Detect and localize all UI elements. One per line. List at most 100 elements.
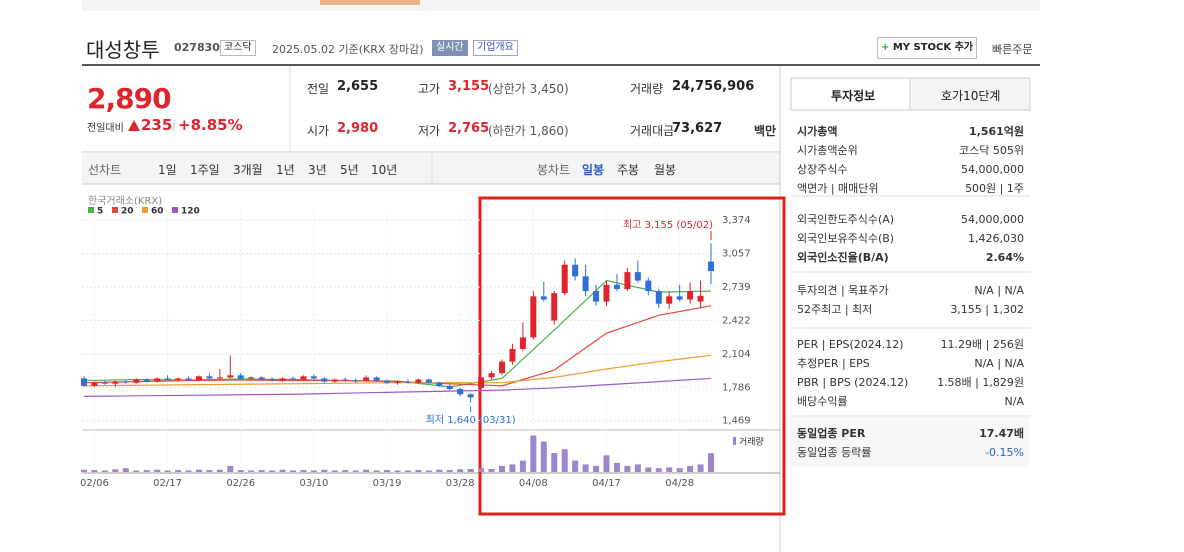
market-badge: 코스닥 [220, 40, 256, 56]
candle-body [206, 376, 213, 379]
candle-body [572, 264, 579, 277]
separator: | [172, 118, 177, 132]
candle-body [373, 377, 380, 381]
x-tick-label: 02/17 [153, 478, 182, 489]
realtime-badge[interactable]: 실시간 [432, 40, 468, 56]
candle-body [352, 380, 359, 382]
price: 2,890 [87, 82, 172, 115]
info-row: 외국인보유주식수(B) 1,426,030 [797, 230, 1024, 248]
volume-legend-swatch [733, 437, 736, 445]
legend-label: 5 [97, 207, 103, 217]
info-row: PBR | BPS (2024.12) 1.58배 | 1,829원 [797, 374, 1024, 392]
y-tick-label: 3,057 [722, 248, 751, 259]
info-row: 시가총액 1,561억원 [797, 123, 1024, 141]
x-tick-label: 04/08 [519, 478, 548, 489]
candle-body [321, 378, 328, 382]
candle-body [446, 385, 453, 389]
up-arrow [128, 120, 140, 131]
field-extra: (하한가 1,860) [488, 124, 569, 138]
field-value: 2,655 [337, 79, 379, 94]
chart-source: 한국거래소(KRX) [88, 195, 162, 207]
sector-box [791, 417, 1030, 467]
candle-body [425, 379, 432, 383]
info-row: 동일업종 PER 17.47배 [797, 425, 1024, 443]
change: 235 [141, 116, 173, 134]
overview-button[interactable]: 기업개요 [473, 40, 518, 56]
info-value: 코스닥 505위 [959, 144, 1024, 157]
ma-line [83, 305, 712, 387]
candle-body [164, 378, 171, 380]
candle-body [258, 377, 265, 380]
volume-bar [227, 465, 234, 472]
info-label: 외국인보유주식수(B) [797, 232, 895, 245]
legend-swatch [88, 207, 94, 213]
volume-bar [237, 470, 244, 472]
candle-body [269, 379, 276, 381]
info-value: 1,426,030 [968, 232, 1024, 245]
candle-body [237, 375, 244, 379]
mystock-button[interactable]: + MY STOCK 추가 [877, 37, 977, 59]
volume-bar [101, 470, 108, 472]
volume-bar [478, 468, 485, 472]
candle-body [687, 291, 694, 300]
stock-code: 027830 [174, 41, 220, 54]
volume-bar [154, 469, 161, 472]
candle-body [676, 296, 683, 300]
tab: 일봉 [582, 163, 605, 177]
volume-bar [593, 465, 600, 472]
candle-body [561, 264, 568, 294]
volume-bar [655, 468, 662, 472]
field-value: 2,980 [337, 121, 379, 136]
y-tick-label: 3,374 [722, 215, 751, 226]
info-row: 동일업종 등락률 -0.15% [797, 444, 1024, 462]
candle-body [175, 378, 182, 380]
volume-bar [363, 469, 370, 472]
info-row: 상장주식수 54,000,000 [797, 161, 1024, 179]
y-tick-label: 2,739 [722, 282, 751, 293]
tab: 봉차트 [537, 163, 571, 177]
candle-body [655, 291, 662, 304]
volume-bar [352, 470, 359, 472]
quick-order[interactable]: 빠른주문 [992, 43, 1033, 56]
tab: 주봉 [617, 163, 640, 177]
candle-body [666, 296, 673, 304]
info-row: 투자의견 | 목표주가 N/A | N/A [797, 282, 1024, 300]
volume-bar [509, 464, 516, 472]
x-tick-label: 02/06 [80, 478, 109, 489]
high-note: 최고 3,155 (05/02) [623, 219, 713, 231]
info-row: 외국인소진율(B/A) 2.64% [797, 249, 1024, 267]
tab: 3년 [308, 163, 327, 177]
info-row: 외국인한도주식수(A) 54,000,000 [797, 211, 1024, 229]
info-value: N/A [1004, 395, 1024, 408]
candle-body [394, 381, 401, 383]
candle-body [248, 377, 255, 379]
x-tick-label: 02/26 [226, 478, 255, 489]
legend-swatch [172, 207, 178, 213]
info-value: 1.58배 | 1,829원 [937, 376, 1024, 389]
field-label: 시가 [307, 124, 330, 138]
volume-bar [185, 470, 192, 472]
info-tab[interactable]: 호가10단계 [941, 89, 1001, 103]
info-label: 상장주식수 [797, 163, 848, 176]
stock-name: 대성창투 [86, 38, 160, 62]
volume-bar [425, 470, 432, 472]
field-extra: (상한가 3,450) [488, 82, 569, 96]
candle-body [216, 377, 223, 379]
legend-swatch [142, 207, 148, 213]
candle-body [708, 261, 714, 272]
date: 2025.05.02 기준(KRX 장마감) [272, 43, 424, 56]
candle-body [363, 377, 370, 382]
volume-legend: 거래량 [739, 436, 764, 448]
candle-body [624, 272, 631, 289]
candle-body [331, 379, 338, 382]
candle-body [634, 272, 641, 281]
volume-bar [258, 470, 265, 472]
volume-bar [613, 462, 620, 472]
highlight-box [478, 196, 786, 516]
candle-body [519, 337, 526, 349]
ma-line [83, 279, 712, 388]
info-tab[interactable]: 투자정보 [831, 89, 876, 103]
candle-body [91, 382, 98, 386]
volume-bar [206, 470, 213, 472]
volume-bar [582, 464, 589, 472]
